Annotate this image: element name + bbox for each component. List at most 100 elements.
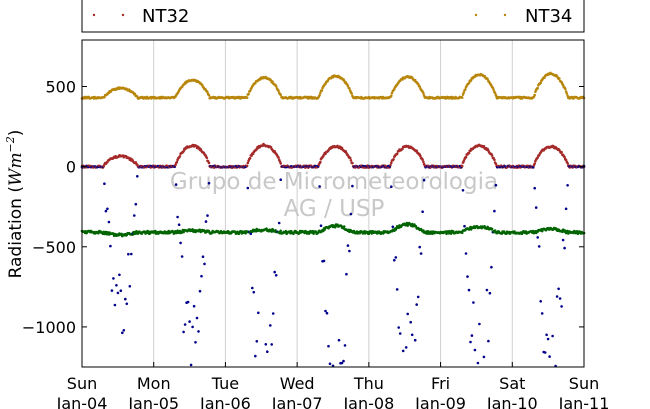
point-nt34 [558,77,561,80]
point-blue [534,206,538,209]
point-blue [200,274,203,278]
point-blue [130,252,133,256]
point-nt32 [392,158,395,161]
point-nt32 [205,156,209,160]
point-blue [192,304,196,308]
x-tick-label-day: Sat [499,374,525,393]
point-blue [340,361,344,365]
point-nt32 [494,162,498,166]
point-blue [346,244,350,247]
x-tick-label-date: Jan-11 [558,394,610,409]
x-tick-label-date: Jan-04 [56,394,108,409]
point-blue [110,289,114,292]
point-blue [421,210,424,213]
point-blue [342,359,345,363]
point-blue [203,262,206,266]
x-tick-label-day: Mon [137,374,171,393]
point-nt34 [245,96,249,99]
data-points [80,71,586,368]
point-blue [409,320,413,324]
point-nt32 [349,159,353,162]
point-nt32 [460,164,464,168]
point-blue [490,265,493,269]
point-blue [540,312,544,315]
point-blue [419,252,423,255]
y-axis-label: Radiation (Wm−2) [4,130,26,279]
point-blue [183,323,187,326]
point-blue [116,291,120,295]
point-green [460,231,464,234]
point-blue [204,220,208,223]
point-blue [536,236,539,239]
x-tick-label-date: Jan-06 [199,394,251,409]
point-blue [561,238,565,242]
point-nt34 [564,87,567,91]
point-green [490,227,494,231]
point-blue [558,297,562,300]
point-blue [564,207,568,211]
point-green [445,232,448,236]
point-blue [125,302,129,306]
point-blue [189,363,193,367]
point-blue [270,343,274,346]
legend-entry-nt34: NT34 [474,6,572,27]
point-green [414,224,418,228]
point-blue [401,349,405,353]
point-blue [393,258,396,262]
point-blue [174,183,178,186]
point-blue [494,183,498,187]
point-blue [133,214,136,217]
point-blue [113,303,117,307]
point-blue [319,224,323,227]
point-green [307,232,311,235]
x-tick-label-day: Fri [431,374,450,393]
point-nt32 [351,161,354,165]
point-blue [106,207,109,211]
point-nt32 [467,151,471,155]
point-blue [136,175,139,178]
point-blue [548,355,551,358]
point-blue [473,348,477,352]
point-blue [543,351,547,354]
point-green [564,229,567,233]
y-tick-label: −1000 [22,318,76,337]
point-nt32 [246,161,250,165]
point-nt34 [320,89,324,92]
point-blue [249,232,253,236]
point-blue [391,225,395,229]
y-axis-label-exponent: −2 [4,136,17,152]
point-nt34 [422,94,426,97]
point-nt32 [277,156,280,159]
point-blue [279,178,283,181]
point-nt34 [565,92,569,95]
plot-frame [81,39,585,368]
x-tick-label-day: Thu [353,374,384,393]
point-blue [257,311,260,315]
point-blue [464,252,468,255]
point-nt34 [254,82,257,85]
point-blue [566,184,569,187]
point-blue [197,330,200,333]
point-blue [122,329,126,332]
point-nt32 [490,154,494,157]
point-blue [195,316,199,320]
point-nt34 [133,92,137,96]
point-blue [254,354,257,358]
x-tick-label-day: Sun [569,374,599,393]
point-nt32 [178,155,182,158]
point-green [147,230,150,233]
point-blue [463,224,466,228]
point-blue [343,344,347,347]
point-blue [177,223,181,226]
point-blue [472,301,475,304]
y-axis: 500 0 −500 −1000 [22,77,584,337]
point-blue [134,202,138,206]
point-nt34 [350,92,354,95]
point-blue [271,312,275,315]
point-nt34 [536,86,539,90]
point-nt34 [279,93,283,97]
point-nt34 [247,92,250,96]
point-nt32 [390,161,393,164]
x-tick-label-day: Tue [211,374,239,393]
watermark-line-2: AG / USP [284,196,385,222]
